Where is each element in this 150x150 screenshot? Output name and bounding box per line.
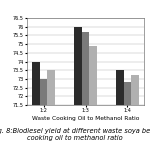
Bar bbox=[124, 82, 131, 150]
Bar bbox=[47, 70, 55, 150]
Bar bbox=[40, 79, 47, 150]
Bar bbox=[82, 32, 89, 150]
Bar bbox=[32, 61, 40, 150]
X-axis label: Waste Cooking Oil to Methanol Ratio: Waste Cooking Oil to Methanol Ratio bbox=[32, 116, 139, 121]
Bar bbox=[116, 70, 124, 150]
Bar bbox=[74, 27, 82, 150]
Bar bbox=[131, 75, 139, 150]
Bar bbox=[89, 46, 97, 150]
Text: Fig. 8:Biodiesel yield at different waste soya bean
cooking oil to methanol rati: Fig. 8:Biodiesel yield at different wast… bbox=[0, 128, 150, 141]
